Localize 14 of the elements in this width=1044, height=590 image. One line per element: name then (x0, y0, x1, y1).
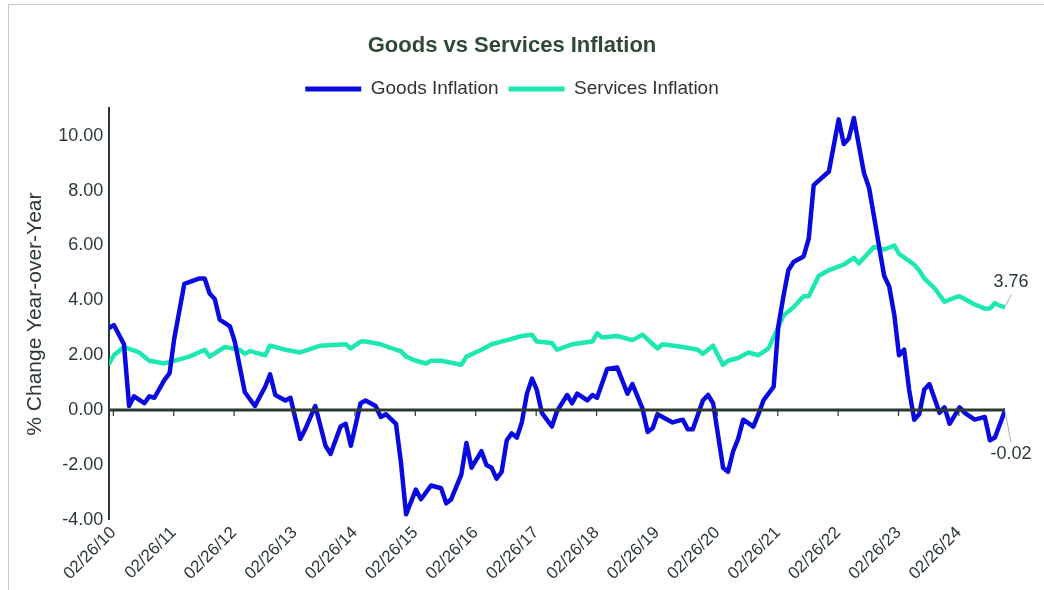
chart-title: Goods vs Services Inflation (367, 32, 657, 58)
y-tick-label: 4.00 (68, 289, 104, 310)
legend-label: Goods Inflation (370, 77, 499, 99)
y-tick-label: 8.00 (68, 179, 104, 200)
y-tick-label: 6.00 (68, 234, 104, 255)
annotation: -0.02 (990, 442, 1032, 463)
y-tick-label: -4.00 (62, 508, 104, 529)
y-axis-title: % Change Year-over-Year (22, 192, 46, 436)
legend-label: Services Inflation (574, 77, 719, 99)
y-tick-label: 10.00 (58, 124, 104, 145)
y-tick-label: -2.00 (62, 453, 104, 474)
y-tick-label: 0.00 (68, 399, 104, 420)
y-tick-label: 2.00 (68, 344, 104, 365)
annotation: 3.76 (993, 270, 1029, 291)
